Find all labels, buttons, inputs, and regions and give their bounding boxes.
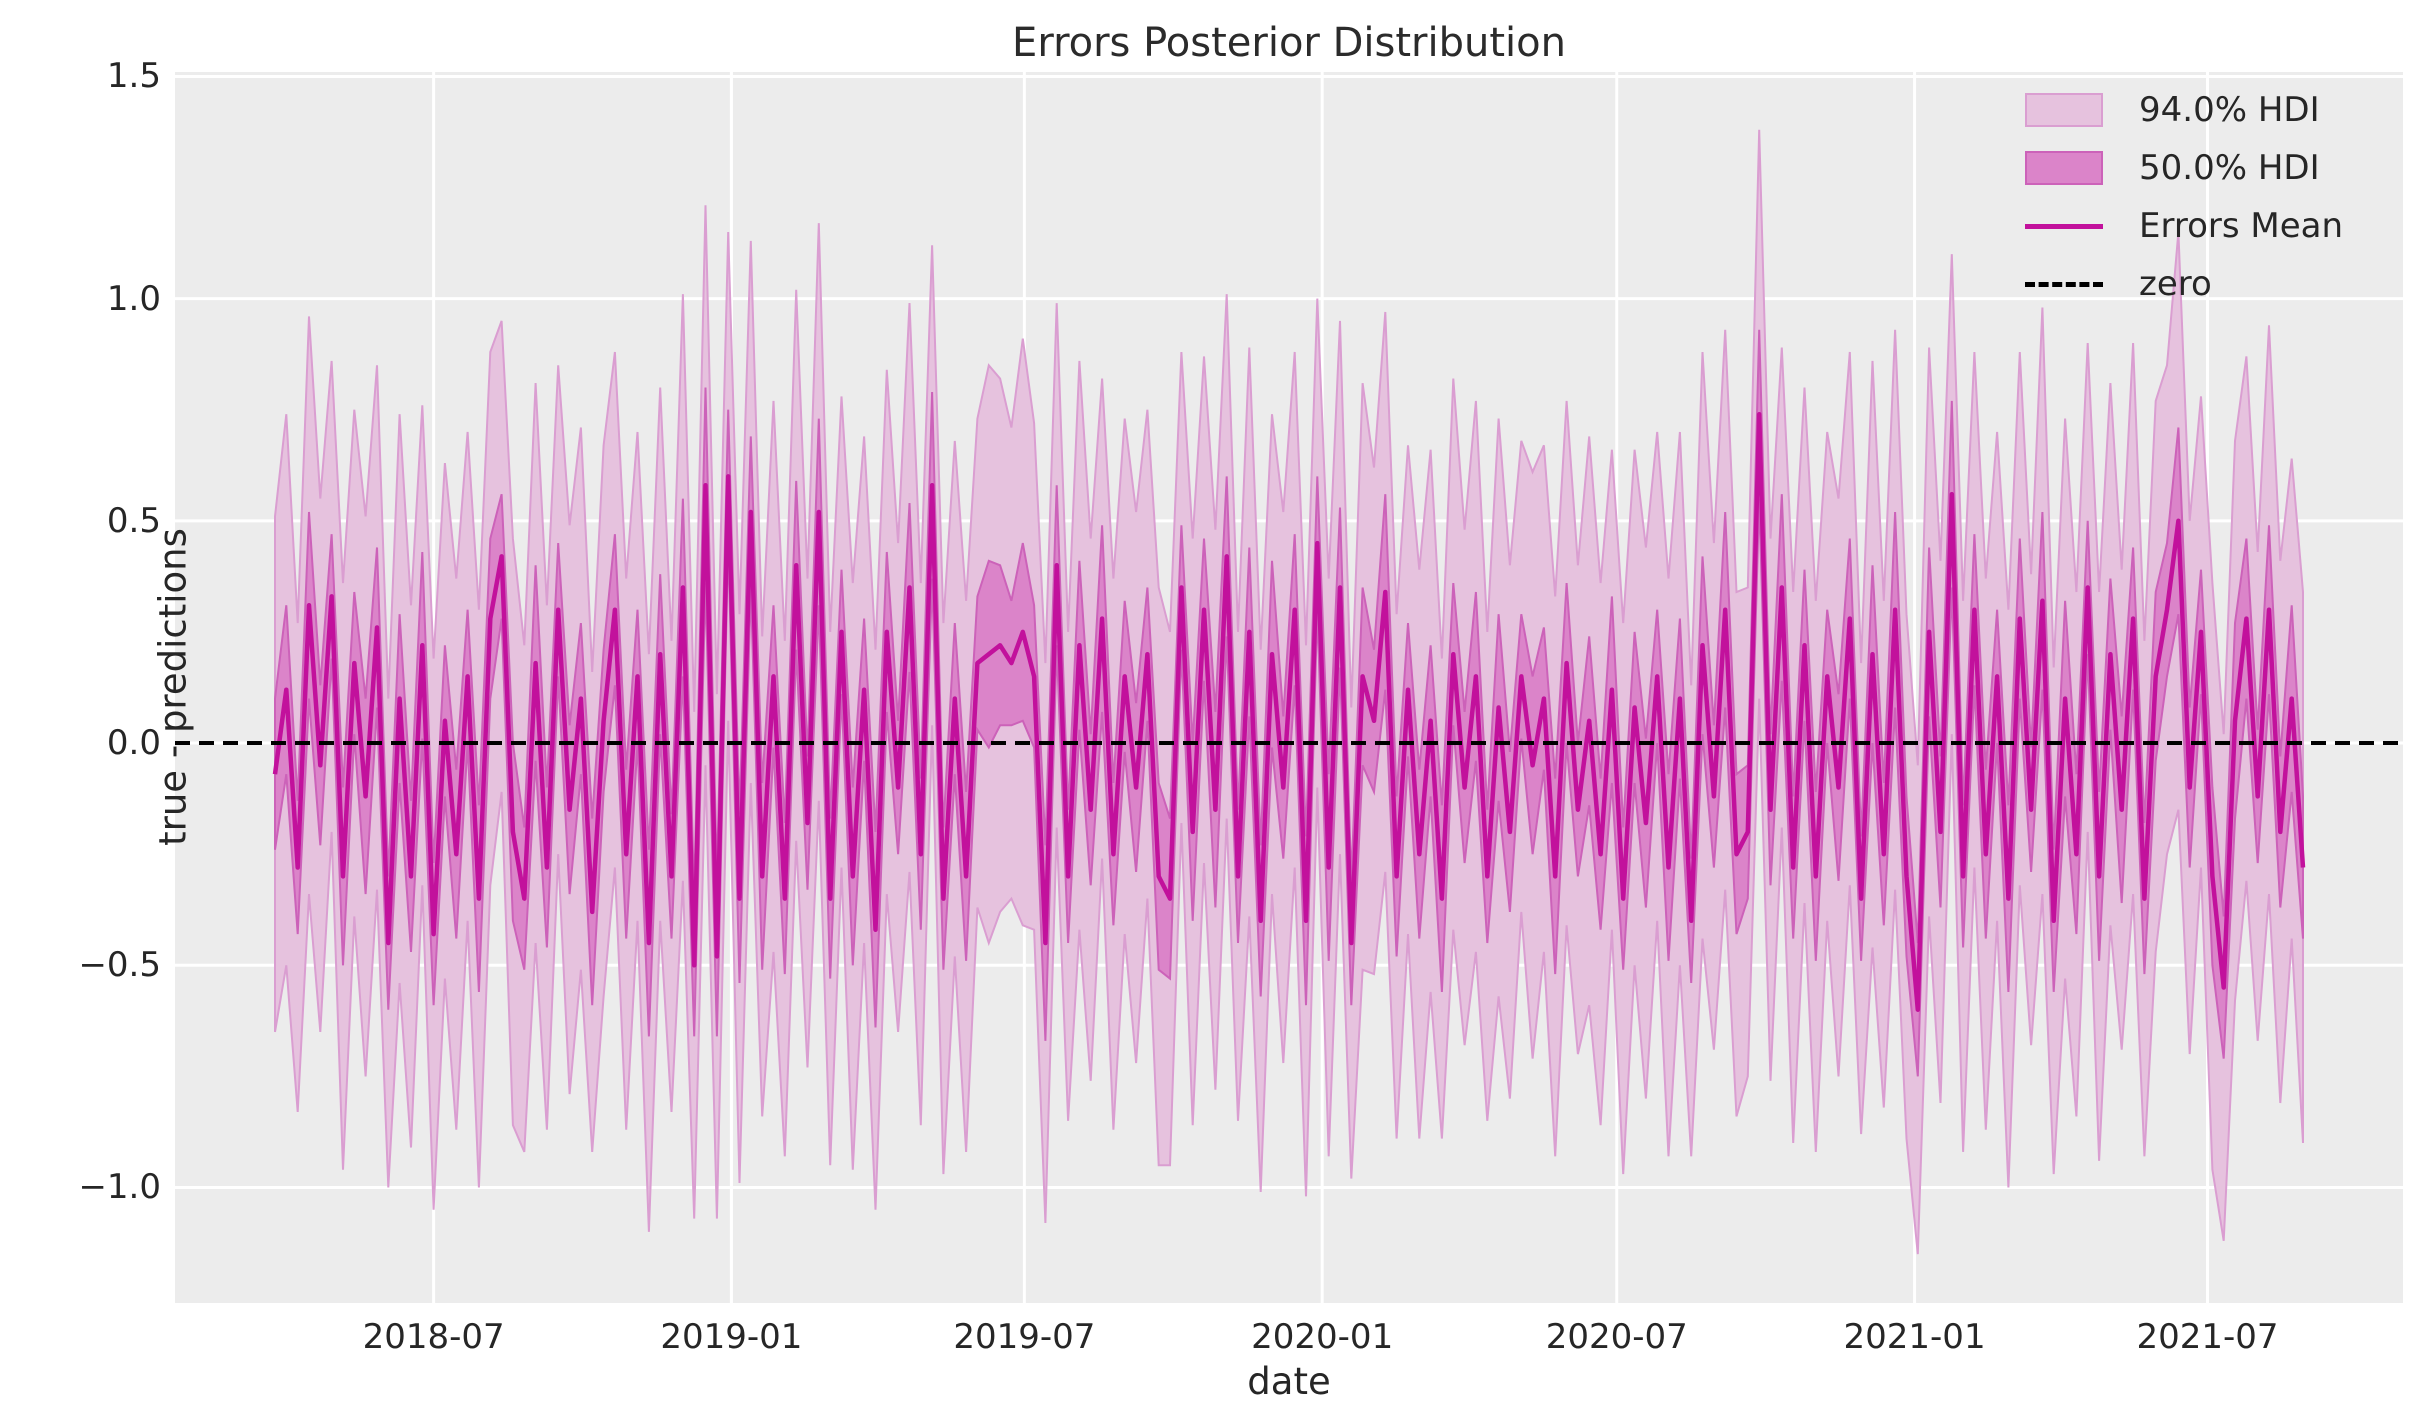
hdi-94-swatch: [2025, 93, 2103, 127]
legend-label: zero: [2139, 264, 2212, 304]
x-tick-label: 2019-01: [660, 1317, 803, 1357]
legend-item: Errors Mean: [2025, 204, 2343, 248]
legend-label: Errors Mean: [2139, 206, 2344, 246]
x-tick-label: 2020-01: [1251, 1317, 1394, 1357]
x-tick-label: 2019-07: [953, 1317, 1096, 1357]
y-tick-label: −1.0: [78, 1167, 161, 1208]
x-tick-label: 2018-07: [362, 1317, 505, 1357]
y-axis-label: true - predictions: [151, 528, 195, 846]
legend-label: 94.0% HDI: [2139, 90, 2320, 130]
legend: 94.0% HDI 50.0% HDI Errors Mean zero: [2025, 88, 2343, 306]
x-tick-label: 2021-07: [2136, 1317, 2279, 1357]
legend-item: 50.0% HDI: [2025, 146, 2343, 190]
x-axis-label: date: [1247, 1360, 1331, 1403]
errors-mean-line: [272, 411, 2306, 1012]
y-tick-label: 1.5: [106, 56, 161, 97]
y-tick-label: 1.0: [106, 278, 161, 319]
x-tick-label: 2020-07: [1545, 1317, 1688, 1357]
y-tick-label: 0.5: [106, 500, 161, 541]
legend-item: 94.0% HDI: [2025, 88, 2343, 132]
legend-label: 50.0% HDI: [2139, 148, 2320, 188]
chart-title: Errors Posterior Distribution: [1012, 20, 1566, 66]
y-tick-label: 0.0: [106, 723, 161, 764]
x-tick-label: 2021-01: [1843, 1317, 1986, 1357]
y-tick-label: −0.5: [78, 945, 161, 986]
zero-line-swatch: [2025, 281, 2103, 287]
legend-item: zero: [2025, 262, 2343, 306]
mean-line-swatch: [2025, 223, 2103, 229]
hdi-50-swatch: [2025, 151, 2103, 185]
